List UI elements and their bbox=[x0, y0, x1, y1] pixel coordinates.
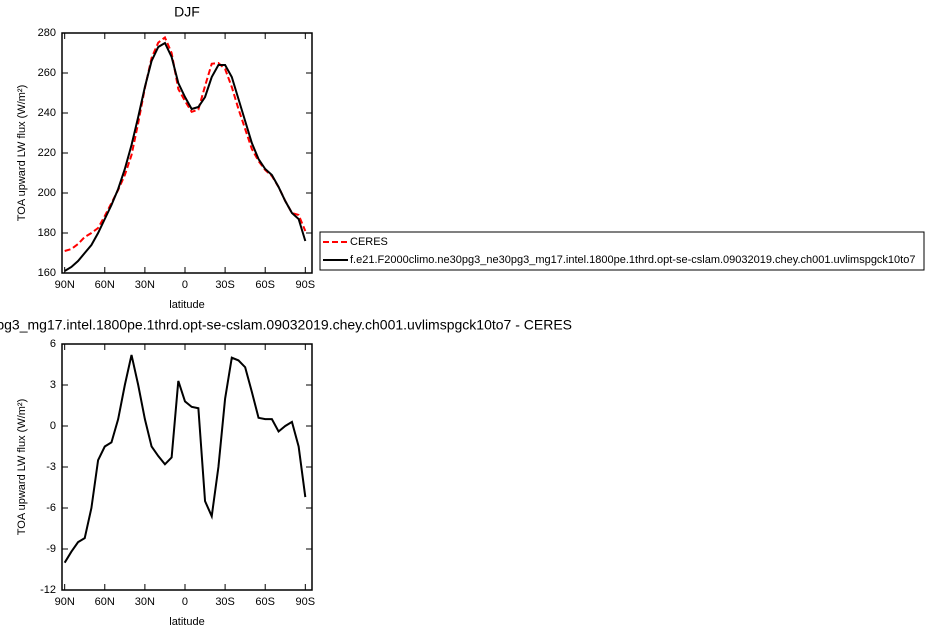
y-tick-label: -12 bbox=[40, 584, 56, 596]
y-tick-label: 220 bbox=[38, 147, 56, 159]
x-tick-label: 90S bbox=[296, 279, 316, 291]
data-line bbox=[64, 35, 307, 252]
y-tick-label: 180 bbox=[38, 227, 56, 239]
y-tick-label: 240 bbox=[38, 107, 56, 119]
plot-frame bbox=[61, 32, 313, 274]
x-tick-label: 60N bbox=[95, 279, 115, 291]
x-tick-label: 90N bbox=[55, 279, 75, 291]
y-tick-label: 260 bbox=[38, 67, 56, 79]
legend-label: f.e21.F2000climo.ne30pg3_ne30pg3_mg17.in… bbox=[350, 254, 915, 266]
y-tick-label: -9 bbox=[46, 543, 56, 555]
x-axis-label: latitude bbox=[169, 299, 204, 311]
y-axis-label: TOA upward LW flux (W/m²) bbox=[16, 85, 28, 222]
legend-box bbox=[319, 231, 925, 271]
plot-frame bbox=[61, 343, 313, 591]
y-axis-label: TOA upward LW flux (W/m²) bbox=[16, 399, 28, 536]
x-tick-label: 0 bbox=[182, 279, 188, 291]
y-tick-label: 200 bbox=[38, 187, 56, 199]
x-tick-label: 30N bbox=[135, 596, 155, 608]
y-tick-label: 160 bbox=[38, 267, 56, 279]
x-tick-label: 60S bbox=[255, 596, 275, 608]
y-tick-label: 280 bbox=[38, 27, 56, 39]
legend-label: CERES bbox=[350, 236, 388, 248]
x-tick-label: 60S bbox=[255, 279, 275, 291]
chart-title: f.e21.F2000climo.ne30pg3_ne30pg3_mg17.in… bbox=[0, 317, 572, 333]
x-tick-label: 30N bbox=[135, 279, 155, 291]
data-line bbox=[63, 354, 307, 564]
x-tick-label: 0 bbox=[182, 596, 188, 608]
x-tick-label: 30S bbox=[215, 596, 235, 608]
y-tick-label: -6 bbox=[46, 502, 56, 514]
x-tick-label: 30S bbox=[215, 279, 235, 291]
y-tick-label: 0 bbox=[50, 420, 56, 432]
x-tick-label: 60N bbox=[95, 596, 115, 608]
y-tick-label: -3 bbox=[46, 461, 56, 473]
y-tick-label: 6 bbox=[50, 338, 56, 350]
y-tick-label: 3 bbox=[50, 379, 56, 391]
chart-title: DJF bbox=[174, 4, 200, 20]
x-axis-label: latitude bbox=[169, 616, 204, 628]
data-line bbox=[64, 41, 307, 272]
x-tick-label: 90S bbox=[296, 596, 316, 608]
x-tick-label: 90N bbox=[55, 596, 75, 608]
